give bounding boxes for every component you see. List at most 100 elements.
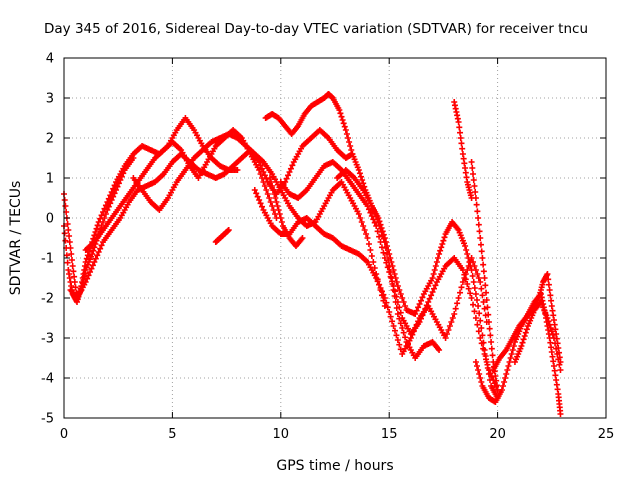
data-point [487, 370, 494, 377]
data-point [93, 225, 100, 232]
data-point [89, 251, 96, 257]
data-point [387, 269, 394, 275]
data-point [97, 215, 104, 222]
data-point [477, 235, 484, 241]
data-point [347, 143, 354, 149]
data-point [506, 359, 513, 365]
data-point [429, 289, 436, 295]
data-point [375, 219, 382, 225]
data-point [289, 162, 296, 169]
data-point [504, 367, 511, 373]
data-point [557, 411, 564, 417]
data-point [468, 159, 475, 165]
y-tick-label: -1 [41, 252, 54, 267]
data-point [102, 202, 109, 209]
data-point [548, 297, 555, 304]
x-tick-label: 0 [60, 427, 68, 442]
data-point [377, 225, 384, 232]
data-point [97, 245, 104, 252]
data-point [346, 139, 353, 145]
data-point [553, 345, 560, 352]
series-arc-11 [451, 99, 475, 201]
data-point [503, 371, 510, 377]
data-point [501, 379, 508, 385]
data-point [477, 375, 484, 381]
plot-frame [63, 57, 607, 419]
data-point [389, 281, 396, 287]
data-point [548, 328, 555, 335]
series-arc-14 [490, 271, 564, 373]
data-point [472, 189, 479, 195]
data-point [270, 187, 277, 193]
data-point [254, 193, 261, 200]
data-point [485, 319, 492, 325]
data-point [381, 239, 388, 245]
data-point [394, 337, 401, 343]
data-point [471, 308, 478, 315]
data-point [521, 333, 528, 339]
data-point [507, 355, 514, 361]
data-point [277, 215, 284, 221]
data-point [107, 192, 114, 199]
data-point [483, 297, 490, 303]
data-point [264, 191, 271, 197]
data-point [274, 203, 281, 209]
data-point [480, 268, 487, 275]
y-tick-label: 2 [46, 132, 54, 147]
data-point [432, 263, 439, 269]
y-tick-label: 4 [46, 52, 54, 67]
data-point [471, 183, 478, 189]
data-point [555, 356, 562, 363]
data-point [70, 268, 77, 275]
data-point [455, 295, 462, 301]
data-point [267, 199, 274, 205]
data-point [428, 292, 435, 299]
data-point [437, 247, 444, 254]
data-point [416, 301, 423, 307]
data-point [253, 190, 260, 197]
data-point [391, 271, 398, 277]
data-point [545, 318, 552, 325]
x-tick-label: 25 [598, 427, 615, 442]
data-point [523, 326, 530, 333]
data-point [474, 321, 481, 328]
data-point [259, 203, 266, 210]
data-point [472, 195, 479, 201]
data-point [89, 262, 96, 269]
data-point [508, 351, 515, 357]
data-point [360, 223, 367, 229]
data-point [431, 267, 438, 273]
data-point [287, 165, 294, 172]
data-point [66, 233, 73, 239]
data-point [378, 288, 385, 295]
data-point [389, 318, 396, 325]
data-point [488, 339, 495, 345]
data-point [407, 335, 414, 341]
data-point [440, 237, 447, 244]
data-point [270, 207, 277, 213]
axis-ticks: 0 5 10 15 20 25 -5 -4 -3 -2 -1 0 1 2 3 4 [41, 52, 614, 443]
data-point [357, 215, 364, 221]
data-point [479, 255, 486, 261]
data-point [449, 315, 456, 321]
data-point [340, 120, 347, 127]
data-point [480, 299, 487, 305]
data-point [388, 259, 395, 265]
data-point [462, 271, 469, 277]
data-point [271, 191, 278, 197]
data-point [402, 303, 409, 309]
data-point [390, 323, 397, 329]
data-point [436, 251, 443, 257]
data-point [257, 200, 264, 207]
x-tick-label: 15 [381, 427, 398, 442]
data-point [71, 273, 78, 280]
data-point [436, 347, 443, 353]
data-point [367, 247, 374, 253]
data-point [391, 327, 398, 334]
data-point [471, 285, 478, 291]
data-point [431, 285, 438, 292]
data-point [381, 295, 388, 301]
data-point [556, 361, 563, 368]
data-point [365, 241, 372, 247]
